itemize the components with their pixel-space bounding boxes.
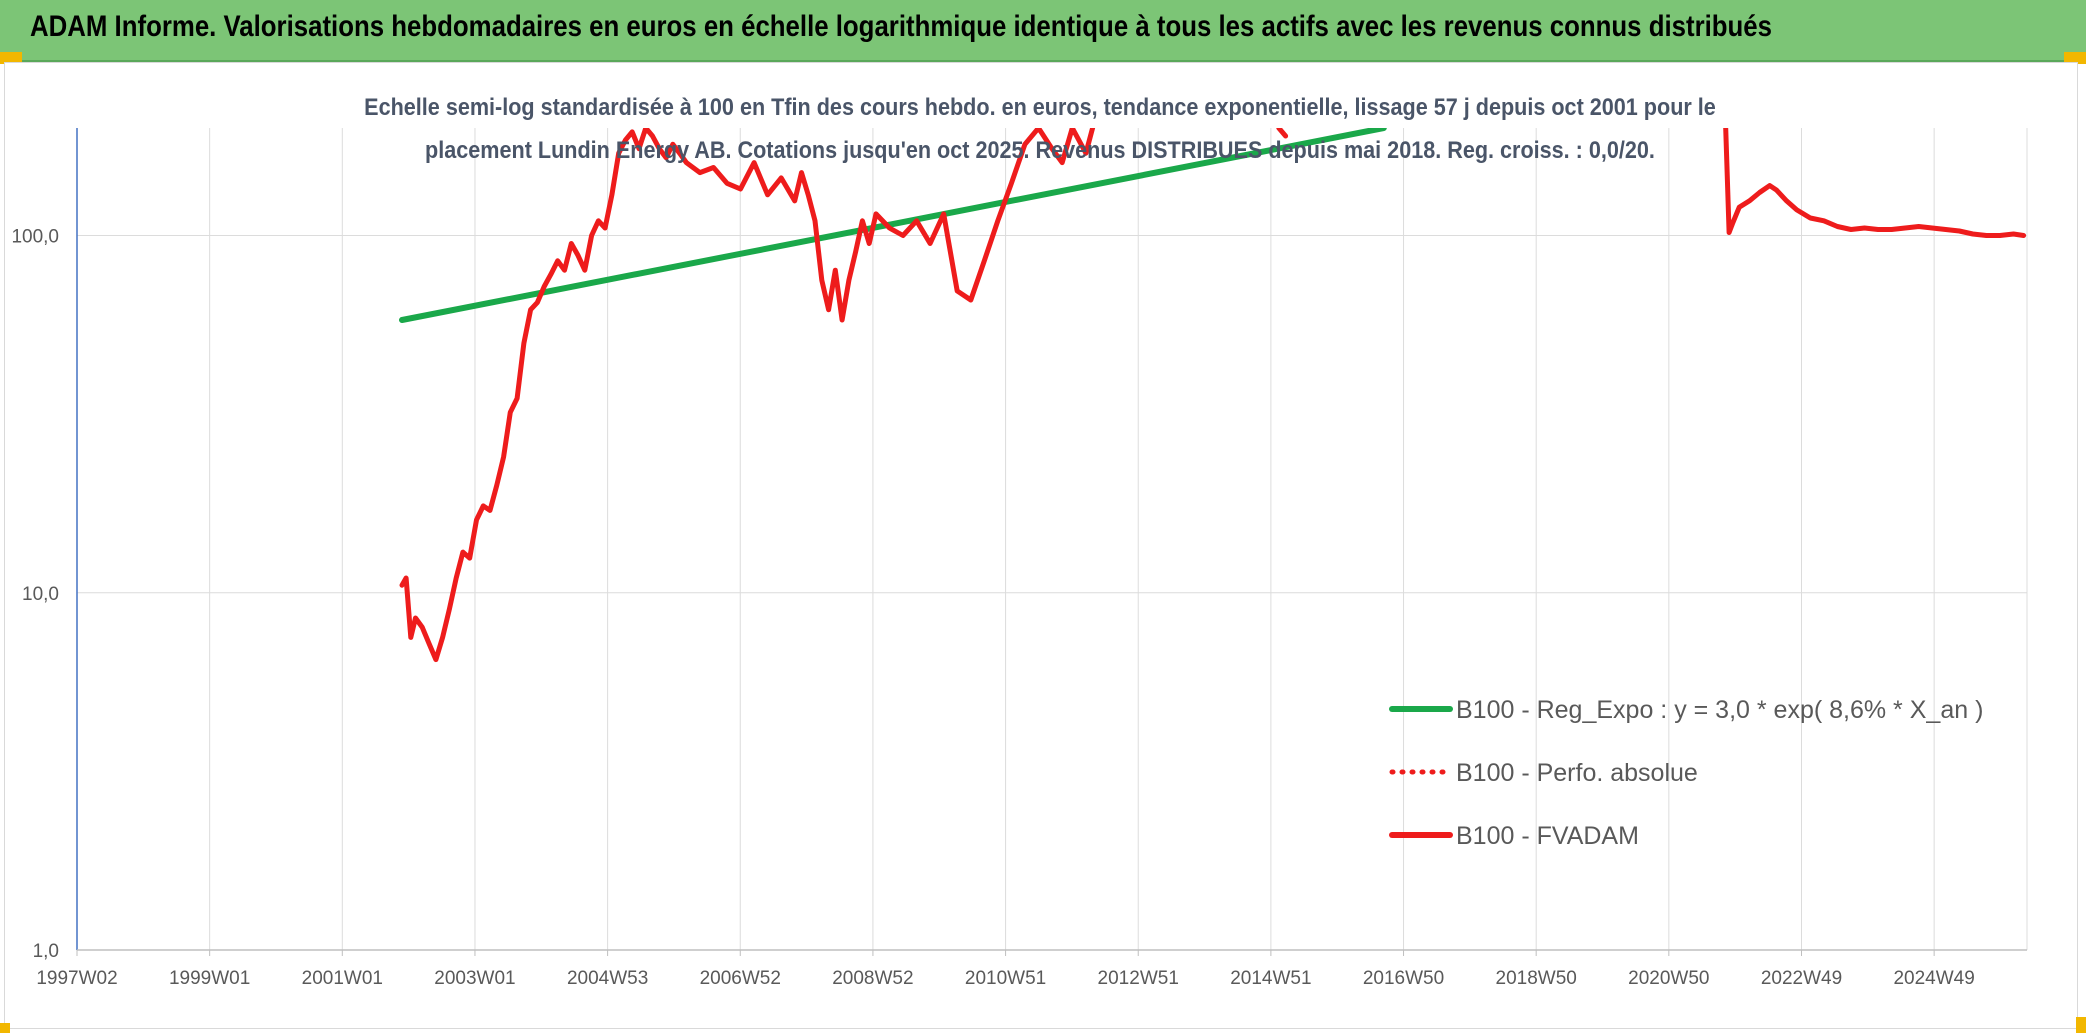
x-tick-label: 2010W51 [965, 968, 1046, 989]
x-tick-label: 2020W50 [1628, 968, 1709, 989]
grid-lines [76, 128, 2028, 951]
axes [76, 128, 2027, 956]
legend-label: B100 - Reg_Expo : y = 3,0 * exp( 8,6% * … [1456, 696, 1983, 724]
x-tick-label: 2001W01 [302, 968, 383, 989]
y-tick-label: 10,0 [22, 584, 59, 605]
corner-marker-bottom-left [0, 1023, 10, 1033]
regression-line [399, 128, 1387, 323]
y-tick-label: 1,0 [33, 941, 59, 962]
legend-label: B100 - FVADAM [1456, 822, 1639, 850]
x-tick-label: 2022W49 [1761, 968, 1842, 989]
report-title: ADAM Informe. Valorisations hebdomadaire… [30, 10, 1772, 43]
chart-subtitle-line-1: Echelle semi-log standardisée à 100 en T… [364, 94, 1716, 121]
x-tick-label: 2018W50 [1496, 968, 1577, 989]
x-tick-label: 2014W51 [1230, 968, 1311, 989]
series-layer [399, 128, 2027, 663]
y-tick-label: 100,0 [11, 227, 59, 248]
corner-marker-top-left [0, 52, 22, 64]
report-banner: ADAM Informe. Valorisations hebdomadaire… [0, 0, 2086, 62]
fvadam-line [399, 128, 1096, 663]
x-tick-label: 2016W50 [1363, 968, 1444, 989]
y-tick-labels: 1,0 10,0 100,0 [11, 227, 59, 962]
corner-marker-top-right [2064, 52, 2086, 64]
corner-marker-bottom-right [2076, 1017, 2086, 1033]
x-tick-label: 2006W52 [700, 968, 781, 989]
x-tick-labels: 1997W02 1999W01 2001W01 2003W01 2004W53 2006W… [36, 968, 1974, 989]
legend: B100 - Reg_Expo : y = 3,0 * exp( 8,6% * … [1389, 696, 1983, 850]
legend-label: B100 - Perfo. absolue [1456, 759, 1698, 787]
fvadam-line [1723, 128, 2027, 238]
x-tick-label: 2004W53 [567, 968, 648, 989]
x-tick-label: 2024W49 [1893, 968, 1974, 989]
x-tick-label: 1999W01 [169, 968, 250, 989]
chart-subtitle: Echelle semi-log standardisée à 100 en T… [260, 86, 1820, 172]
x-tick-label: 2008W52 [832, 968, 913, 989]
x-tick-label: 1997W02 [36, 968, 117, 989]
x-tick-label: 2012W51 [1098, 968, 1179, 989]
x-tick-label: 2003W01 [434, 968, 515, 989]
chart-subtitle-line-2: placement Lundin Energy AB. Cotations ju… [425, 137, 1655, 164]
fvadam-line [1276, 128, 1289, 139]
